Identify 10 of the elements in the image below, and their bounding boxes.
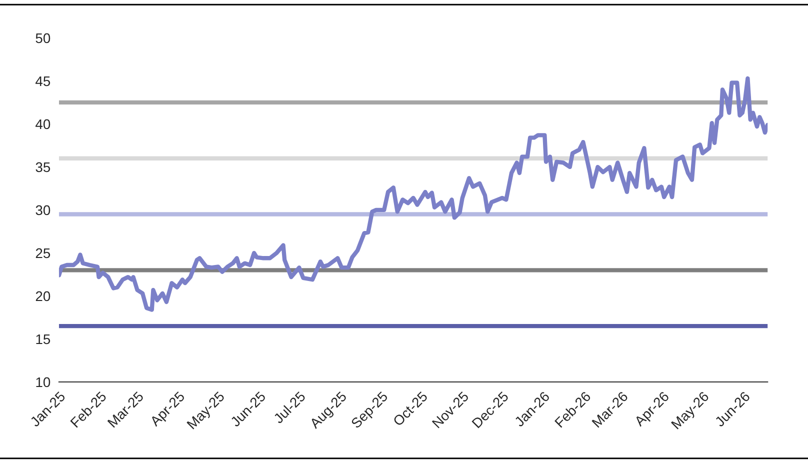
y-tick-label: 45 (36, 76, 50, 86)
y-tick-label: 50 (36, 33, 50, 44)
y-tick-label: 40 (36, 119, 50, 130)
y-tick-label: 15 (36, 334, 50, 344)
y-tick-label: 10 (36, 377, 50, 388)
y-tick-label: 30 (36, 205, 50, 216)
line-series (58, 76, 768, 312)
y-tick-label: 25 (36, 248, 50, 258)
y-tick-label: 35 (36, 162, 50, 172)
y-tick-label: 20 (36, 291, 50, 302)
